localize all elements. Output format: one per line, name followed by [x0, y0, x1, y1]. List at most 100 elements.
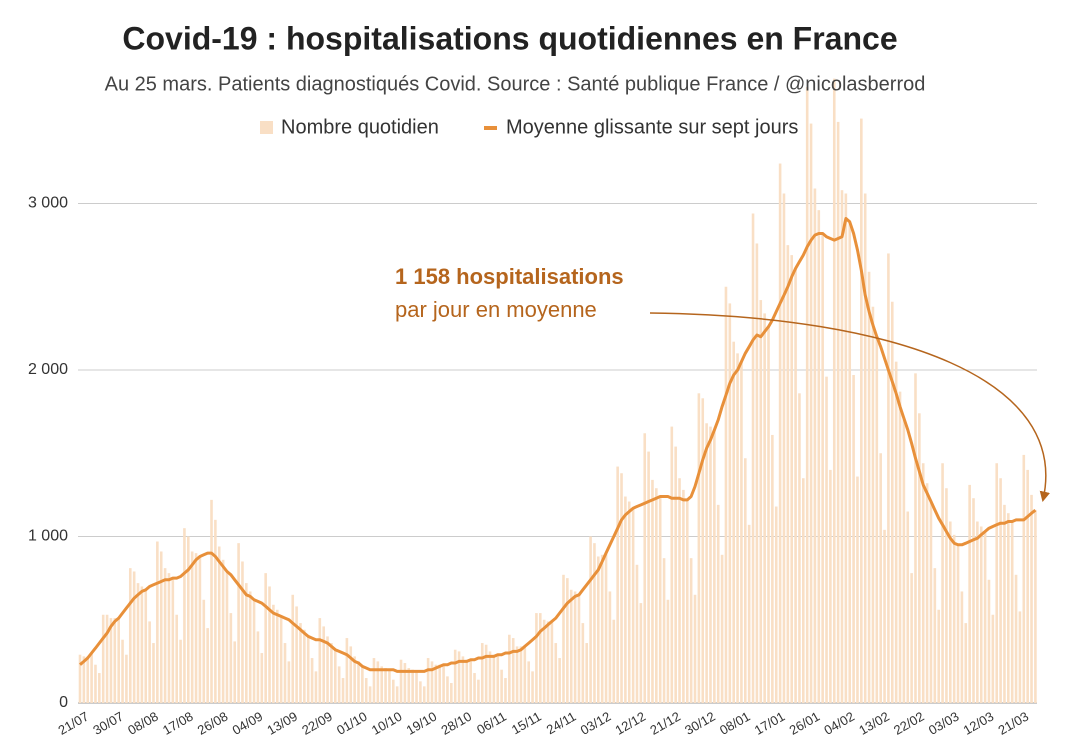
- bar: [759, 300, 763, 703]
- bar: [299, 623, 302, 703]
- y-tick-label: 3 000: [28, 195, 68, 212]
- x-tick-label: 19/10: [404, 709, 440, 738]
- bar: [809, 123, 813, 703]
- bar: [442, 664, 445, 703]
- x-tick-label: 28/10: [438, 709, 474, 738]
- lines: [79, 217, 1037, 673]
- bar: [933, 568, 937, 703]
- bar: [241, 561, 244, 703]
- bar: [879, 453, 882, 703]
- bar: [701, 398, 705, 703]
- bar: [643, 433, 647, 703]
- bar: [419, 681, 422, 703]
- x-tick-label: 22/09: [299, 709, 335, 738]
- x-tick-label: 12/12: [613, 709, 649, 738]
- bar: [125, 654, 128, 703]
- bar: [206, 628, 209, 703]
- bar: [156, 541, 159, 703]
- bar: [910, 573, 913, 703]
- bar: [871, 306, 875, 703]
- bar: [132, 571, 136, 703]
- x-tick-label: 15/11: [509, 709, 544, 738]
- bar: [275, 609, 279, 703]
- x-tick-label: 10/10: [369, 709, 405, 738]
- bar: [446, 676, 449, 703]
- bar: [113, 618, 117, 703]
- bar: [682, 489, 685, 703]
- bar: [283, 643, 287, 703]
- bar: [233, 641, 237, 703]
- bar: [918, 413, 921, 703]
- bar: [960, 591, 964, 703]
- bar: [999, 478, 1002, 703]
- bar: [395, 686, 399, 703]
- bar: [426, 658, 430, 703]
- bar: [279, 616, 283, 703]
- bar: [763, 313, 766, 703]
- bar: [836, 121, 840, 704]
- x-tick-label: 21/03: [995, 709, 1031, 738]
- y-tick-label: 0: [59, 694, 68, 711]
- bar: [852, 374, 855, 703]
- bar: [740, 361, 743, 703]
- bar: [248, 591, 252, 703]
- bar: [94, 664, 97, 703]
- bar: [469, 659, 472, 703]
- bar: [1018, 611, 1022, 703]
- bar: [751, 213, 755, 704]
- bar: [333, 649, 337, 703]
- bar: [569, 589, 573, 703]
- bar: [101, 614, 105, 703]
- bar: [620, 473, 623, 703]
- bar: [322, 626, 325, 703]
- bar: [647, 451, 650, 703]
- bar: [941, 463, 944, 703]
- bar: [790, 255, 794, 704]
- bar: [357, 661, 360, 703]
- bar: [747, 524, 751, 703]
- bar: [523, 646, 527, 703]
- bar: [117, 618, 120, 703]
- bar: [353, 656, 356, 703]
- bar: [921, 463, 925, 703]
- bar: [492, 654, 496, 703]
- x-tick-label: 17/01: [752, 709, 788, 738]
- bar: [484, 644, 488, 703]
- bar: [90, 653, 93, 703]
- x-tick-label: 12/03: [961, 709, 997, 738]
- bar: [566, 578, 569, 703]
- bar: [844, 193, 848, 703]
- bars: [78, 78, 1037, 704]
- bar: [245, 583, 248, 703]
- bar: [949, 521, 952, 703]
- bar: [546, 621, 550, 703]
- bar: [685, 499, 689, 703]
- bar: [140, 586, 144, 703]
- bar: [214, 519, 217, 703]
- bar: [210, 499, 213, 703]
- bar: [457, 651, 461, 703]
- bar: [883, 529, 886, 703]
- bar: [964, 623, 968, 703]
- bar: [624, 496, 627, 703]
- bar: [310, 658, 314, 703]
- bar: [128, 568, 132, 703]
- legend-label: Moyenne glissante sur sept jours: [506, 116, 798, 138]
- bar: [616, 466, 619, 703]
- bar: [175, 614, 178, 703]
- bar: [221, 559, 225, 703]
- legend-swatch: [260, 121, 273, 134]
- bar: [755, 243, 759, 703]
- bar: [600, 554, 604, 703]
- bar: [794, 268, 797, 703]
- bar: [198, 556, 202, 703]
- bar: [295, 606, 298, 703]
- bar: [415, 671, 418, 703]
- bar: [929, 501, 933, 703]
- bar: [786, 245, 790, 703]
- bar: [461, 656, 465, 703]
- bar: [956, 544, 960, 703]
- bar: [392, 679, 395, 703]
- x-tick-label: 04/02: [821, 709, 857, 738]
- bar: [593, 543, 596, 703]
